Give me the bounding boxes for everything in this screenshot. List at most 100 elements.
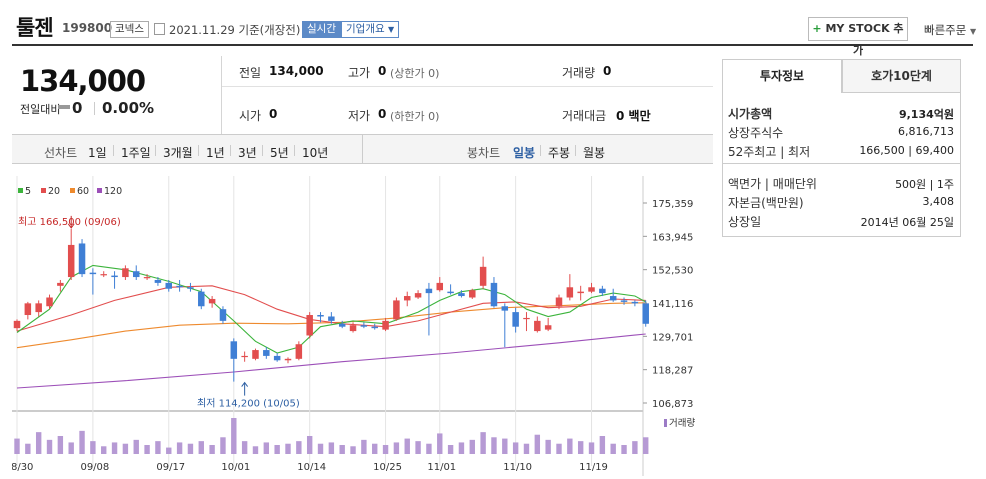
realtime-button[interactable]: 실시간 bbox=[302, 21, 341, 38]
period-5y-button[interactable]: 5년 bbox=[270, 146, 289, 160]
candle-body bbox=[295, 344, 303, 359]
row-divider bbox=[723, 163, 960, 164]
low-value: 0 bbox=[378, 107, 387, 121]
volume-legend-swatch bbox=[664, 419, 667, 427]
legend-ma5-swatch bbox=[18, 188, 23, 193]
period-1d-button[interactable]: 1일 bbox=[88, 146, 107, 160]
volume-value: 0 bbox=[603, 64, 612, 78]
ma-line-ma120 bbox=[16, 333, 646, 389]
candle-body bbox=[609, 296, 617, 301]
volume-bar bbox=[350, 446, 356, 454]
y-tick-label: 118,287 bbox=[652, 366, 693, 377]
candle-body bbox=[642, 303, 649, 324]
tab-investment-info[interactable]: 투자정보 bbox=[722, 59, 842, 93]
current-price: 134,000 bbox=[20, 64, 146, 98]
candle-body bbox=[154, 279, 162, 283]
chart-svg: 5 20 60 120 175,359 163,945 152,530 141,116… bbox=[5, 176, 695, 476]
volume-bar bbox=[372, 443, 378, 454]
volume-bar bbox=[534, 434, 541, 454]
period-10y-button[interactable]: 10년 bbox=[302, 146, 329, 160]
candle-body bbox=[57, 282, 64, 286]
candle-body bbox=[447, 291, 454, 294]
listing-date-value: 2014년 06월 25일 bbox=[860, 216, 954, 229]
open-label: 시가 bbox=[239, 109, 262, 123]
volume-bar bbox=[79, 430, 85, 454]
company-overview-button[interactable]: 기업개요 ▼ bbox=[341, 21, 400, 38]
candle-body bbox=[631, 301, 639, 304]
line-chart-label: 선차트 bbox=[44, 146, 78, 160]
volume-bar bbox=[90, 441, 96, 454]
period-3y-button[interactable]: 3년 bbox=[238, 146, 257, 160]
candle-body bbox=[544, 325, 552, 330]
separator bbox=[230, 145, 231, 156]
volume-legend-label: 거래량 bbox=[669, 417, 695, 429]
candle-body bbox=[230, 341, 238, 359]
volume-bar bbox=[545, 439, 551, 454]
candle-body bbox=[219, 309, 227, 321]
candle-body bbox=[24, 303, 32, 316]
mystock-add-button[interactable]: + MY STOCK 추가 bbox=[808, 17, 908, 57]
x-tick-label: 09/17 bbox=[156, 462, 185, 473]
period-1w-button[interactable]: 1주일 bbox=[121, 146, 151, 160]
high-annotation-arrowhead bbox=[67, 223, 75, 229]
volume-bar bbox=[35, 432, 42, 454]
volume-bar bbox=[155, 441, 161, 454]
candle-body bbox=[599, 288, 606, 294]
candle-daily-button[interactable]: 일봉 bbox=[513, 146, 536, 160]
candle-body bbox=[436, 282, 444, 291]
volume-bar bbox=[621, 445, 627, 454]
volume-bar bbox=[382, 445, 389, 454]
volume-bar bbox=[480, 432, 486, 454]
candle-body bbox=[273, 355, 281, 361]
market-cap-label: 시가총액 bbox=[728, 107, 773, 121]
volume-bar bbox=[14, 438, 20, 454]
volume-bar bbox=[567, 438, 573, 454]
volume-bar bbox=[643, 437, 649, 454]
candle-weekly-button[interactable]: 주봉 bbox=[548, 146, 571, 160]
capital-value: 3,408 bbox=[922, 195, 955, 208]
x-axis-ticks: 08/30 09/08 09/17 10/01 10/14 10/25 11/01 11/10… bbox=[5, 462, 608, 473]
listing-date-label: 상장일 bbox=[728, 215, 762, 229]
candle-body bbox=[534, 320, 541, 332]
candle-body bbox=[208, 298, 216, 304]
volume-bar bbox=[220, 437, 226, 454]
candle-body bbox=[132, 271, 140, 278]
candle-chart-label: 봉차트 bbox=[467, 146, 501, 160]
low-limit: (하한가 0) bbox=[390, 110, 440, 123]
bar-divider bbox=[362, 135, 363, 163]
volume-bar bbox=[458, 442, 465, 454]
volume-bar bbox=[68, 442, 74, 454]
volume-bar bbox=[263, 442, 270, 454]
amount-value: 0 백만 bbox=[616, 109, 651, 123]
y-axis-ticks: 175,359 163,945 152,530 141,116 129,701 118,2… bbox=[643, 199, 693, 410]
candle-body bbox=[252, 350, 259, 359]
candle-body bbox=[403, 296, 411, 301]
open-value: 0 bbox=[269, 107, 278, 121]
candle-body bbox=[393, 300, 400, 320]
candle-body bbox=[35, 303, 42, 313]
stock-code: 199800 bbox=[62, 21, 113, 35]
market-badge: 코넥스 bbox=[110, 21, 149, 38]
quick-order-button[interactable]: 빠른주문 ▼ bbox=[924, 22, 976, 38]
candle-body bbox=[241, 355, 248, 358]
volume-bar bbox=[632, 441, 638, 454]
tab-order-book[interactable]: 호가10단계 bbox=[842, 59, 961, 93]
legend-ma120-swatch bbox=[97, 188, 102, 193]
volume-bar bbox=[577, 441, 584, 454]
shares-label: 상장주식수 bbox=[728, 126, 784, 140]
volume-bar bbox=[393, 442, 400, 454]
change-label: 전일대비 bbox=[20, 103, 61, 116]
market-cap-value: 9,134억원 bbox=[898, 108, 954, 121]
candle-body bbox=[328, 316, 335, 321]
date-text: 2021.11.29 기준(개장전) bbox=[169, 23, 301, 37]
prev-close-value: 134,000 bbox=[269, 64, 324, 78]
x-tick-label: 10/25 bbox=[373, 462, 402, 473]
volume-label: 거래량 bbox=[562, 66, 596, 80]
mystock-add-label: MY STOCK 추가 bbox=[825, 22, 904, 57]
x-tick-label: 11/01 bbox=[427, 462, 456, 473]
amount-label: 거래대금 bbox=[562, 109, 607, 123]
high-limit: (상한가 0) bbox=[390, 67, 440, 80]
candle-monthly-button[interactable]: 월봉 bbox=[583, 146, 606, 160]
period-3m-button[interactable]: 3개월 bbox=[163, 146, 193, 160]
period-1y-button[interactable]: 1년 bbox=[206, 146, 225, 160]
